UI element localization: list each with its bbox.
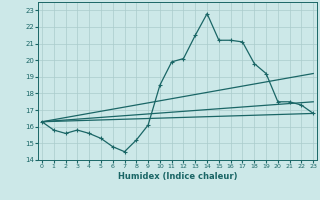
X-axis label: Humidex (Indice chaleur): Humidex (Indice chaleur)	[118, 172, 237, 181]
